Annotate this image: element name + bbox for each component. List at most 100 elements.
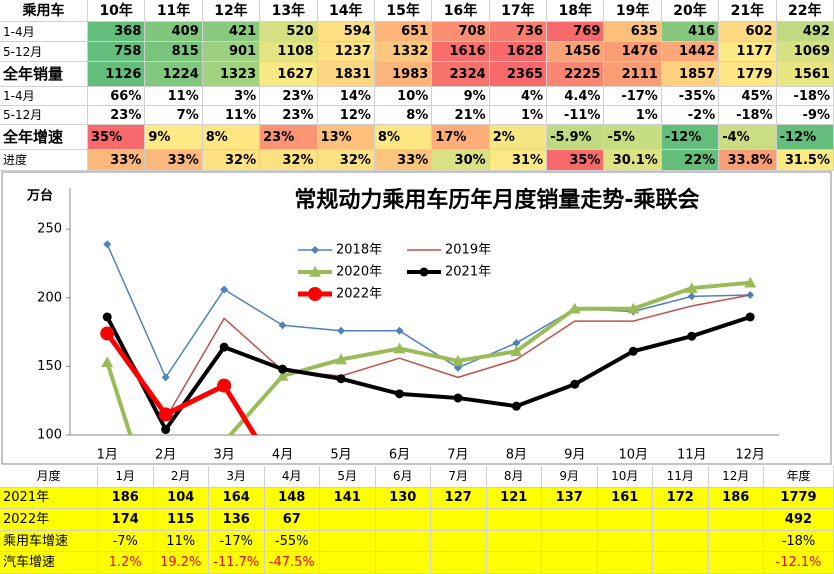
data-cell: 35%: [547, 150, 605, 171]
data-cell: 174: [98, 509, 154, 531]
header-cell: 14年: [317, 0, 375, 22]
header-cell: 3月: [209, 466, 265, 488]
header-cell: 15年: [374, 0, 433, 22]
row-label: 1-4月: [0, 22, 88, 42]
row-label: 1-4月: [0, 87, 88, 106]
data-cell: 594: [317, 22, 375, 42]
point: [451, 354, 464, 366]
header-cell: 乘用车: [0, 0, 88, 22]
data-cell: 520: [260, 22, 318, 42]
data-cell: 3%: [202, 87, 261, 106]
data-cell: [708, 552, 764, 574]
data-cell: 30.1%: [604, 150, 662, 171]
x-tick-label: 9月: [564, 448, 585, 463]
header-cell: 4月: [264, 466, 320, 488]
header-cell: 19年: [604, 0, 662, 22]
point: [687, 292, 696, 301]
data-cell: [431, 509, 487, 531]
data-cell: 172: [653, 487, 709, 510]
legend-label: 2018年: [336, 243, 382, 258]
data-cell: 1108: [260, 42, 318, 62]
data-cell: -18%: [719, 106, 777, 125]
data-cell: 1561: [776, 62, 834, 87]
row-label: 全年销量: [0, 62, 88, 87]
data-cell: 1069: [776, 42, 834, 62]
data-cell: 409: [145, 22, 203, 42]
data-cell: 769: [547, 22, 605, 42]
data-cell: 33.8%: [719, 150, 777, 171]
data-cell: 9%: [145, 125, 203, 150]
data-cell: [486, 552, 542, 574]
data-cell: 115: [153, 509, 209, 531]
header-cell: 年度: [764, 466, 834, 488]
y-tick-label: 200: [37, 290, 62, 305]
point: [453, 363, 462, 372]
point: [746, 291, 755, 300]
data-cell: 1616: [432, 42, 490, 62]
header-cell: 12年: [202, 0, 261, 22]
data-cell: [597, 509, 653, 531]
point: [276, 369, 289, 381]
header-cell: 10年: [88, 0, 146, 22]
point: [687, 331, 697, 341]
data-cell: 23%: [260, 87, 318, 106]
data-cell: 31%: [489, 150, 548, 171]
data-cell: 2365: [489, 62, 548, 87]
data-cell: 30%: [432, 150, 490, 171]
data-cell: 758: [88, 42, 146, 62]
data-cell: 21%: [432, 106, 490, 125]
point: [628, 346, 638, 356]
data-cell: 416: [661, 22, 720, 42]
x-tick-label: 7月: [447, 448, 468, 463]
data-cell: [486, 509, 542, 531]
data-cell: 815: [145, 42, 203, 62]
data-cell: 10%: [374, 87, 433, 106]
data-cell: 1177: [719, 42, 777, 62]
data-cell: 33%: [88, 150, 146, 171]
data-cell: 635: [604, 22, 662, 42]
point: [394, 389, 404, 399]
data-cell: -35%: [661, 87, 720, 106]
data-cell: [486, 530, 542, 553]
data-cell: 32%: [317, 150, 375, 171]
data-cell: 186: [98, 487, 154, 510]
data-cell: 1779: [764, 487, 834, 510]
header-cell: 13年: [260, 0, 318, 22]
data-cell: 31.5%: [776, 150, 834, 171]
point: [744, 276, 757, 288]
data-cell: -12%: [661, 125, 720, 150]
x-tick-label: 11月: [677, 448, 707, 463]
data-cell: [542, 530, 598, 553]
data-cell: 32%: [260, 150, 318, 171]
data-cell: [375, 509, 431, 531]
data-cell: 164: [209, 487, 265, 510]
point: [393, 342, 406, 354]
header-cell: 9月: [542, 466, 598, 488]
x-tick-label: 5月: [330, 448, 351, 463]
data-cell: 1332: [374, 42, 433, 62]
row-label: 5-12月: [0, 106, 88, 125]
header-cell: 2月: [153, 466, 209, 488]
header-cell: 5月: [320, 466, 376, 488]
point: [335, 353, 348, 365]
series-line: [105, 331, 258, 435]
data-cell: 1126: [88, 62, 146, 87]
data-cell: [375, 552, 431, 574]
row-label: 5-12月: [0, 42, 88, 62]
data-cell: 104: [153, 487, 209, 510]
series-line: [105, 315, 751, 432]
data-cell: 1983: [374, 62, 433, 87]
data-cell: [597, 530, 653, 553]
point: [685, 282, 698, 293]
data-cell: [375, 530, 431, 553]
data-cell: 67: [264, 509, 320, 531]
data-cell: 137: [542, 487, 598, 510]
data-cell: 8%: [374, 106, 433, 125]
header-cell: 16年: [432, 0, 490, 22]
chart: 常规动力乘用车历年月度销量走势-乘联会 万台 100 150 200 250 1月 2月 3…: [1, 171, 832, 465]
data-cell: 35%: [88, 125, 146, 150]
data-cell: 11%: [202, 106, 261, 125]
point: [220, 285, 229, 294]
x-tick-label: 10月: [619, 448, 649, 463]
